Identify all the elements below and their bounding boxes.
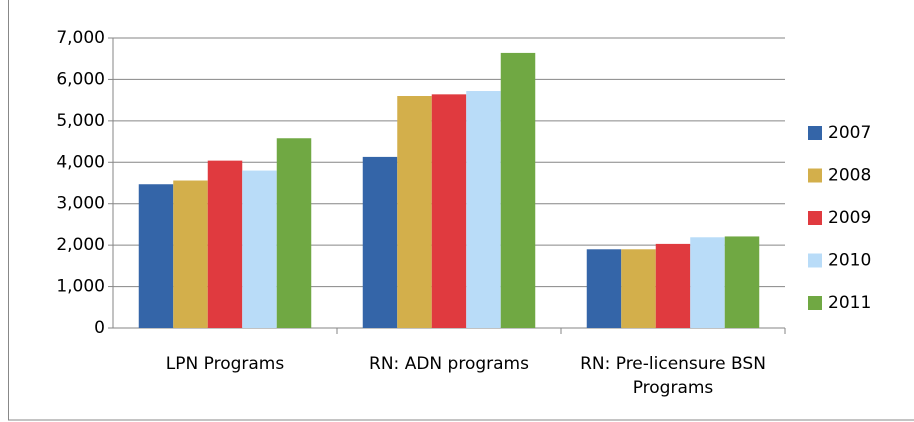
y-tick-label: 2,000 <box>56 235 105 255</box>
bar <box>362 156 398 328</box>
bar <box>431 94 467 328</box>
legend-label: 2008 <box>828 166 871 186</box>
bar <box>724 236 760 328</box>
y-tick-label: 7,000 <box>56 28 105 48</box>
y-tick-label: 3,000 <box>56 194 105 214</box>
bar <box>138 184 174 328</box>
bar <box>207 160 243 328</box>
y-tick-label: 4,000 <box>56 152 105 172</box>
bar <box>586 249 622 328</box>
bar <box>500 52 536 329</box>
bar <box>655 243 691 328</box>
y-tick-label: 5,000 <box>56 111 105 131</box>
y-tick-label: 0 <box>94 318 105 338</box>
legend-swatch <box>808 296 822 310</box>
legend-swatch <box>808 253 822 268</box>
bar <box>276 138 312 328</box>
legend-label: 2011 <box>828 293 871 313</box>
bar <box>397 96 432 328</box>
legend-label: 2009 <box>828 208 871 228</box>
bar <box>690 237 725 328</box>
y-tick-label: 6,000 <box>56 69 105 89</box>
x-tick-label: LPN Programs <box>165 354 285 374</box>
legend-swatch <box>808 168 822 183</box>
x-tick-label: RN: ADN programs <box>369 354 529 374</box>
x-tick-label: RN: Pre-licensure BSN Programs <box>580 354 766 398</box>
legend-swatch <box>808 126 822 140</box>
y-tick-label: 1,000 <box>56 277 105 297</box>
bar <box>242 170 277 328</box>
legend-swatch <box>808 211 822 225</box>
bar <box>621 249 656 328</box>
chart-frame <box>8 0 914 421</box>
bar <box>466 91 501 329</box>
legend-label: 2010 <box>828 251 871 271</box>
bar <box>173 180 208 328</box>
legend-label: 2007 <box>828 123 871 143</box>
